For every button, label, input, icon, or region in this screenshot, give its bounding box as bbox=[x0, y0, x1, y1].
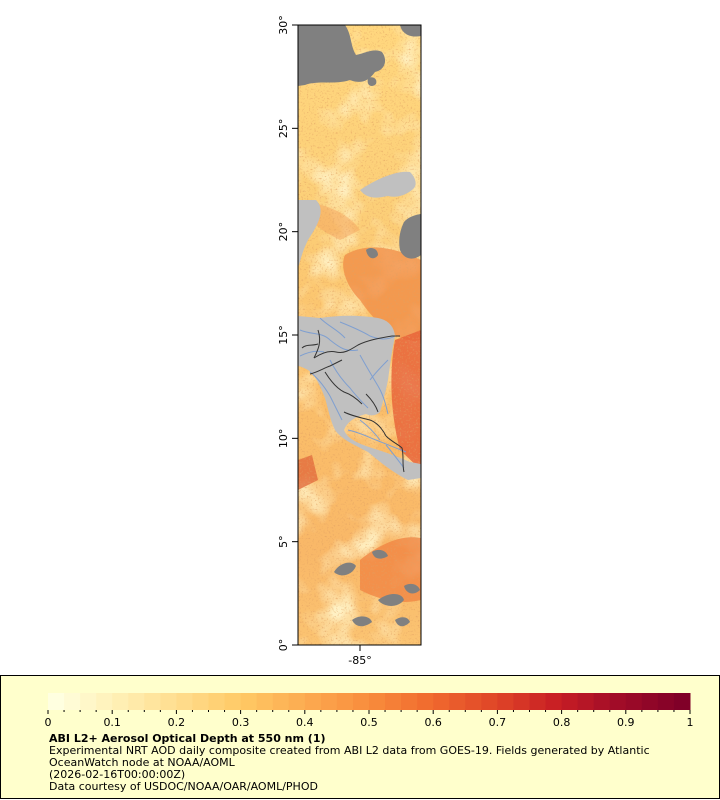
colorbar-cell bbox=[609, 693, 627, 710]
lat-label: 10° bbox=[277, 429, 290, 449]
colorbar-tick-label: 0.1 bbox=[103, 716, 121, 729]
land-mexico-coast bbox=[298, 200, 321, 268]
colorbar-cell bbox=[320, 693, 338, 710]
lon-label: -85° bbox=[348, 654, 371, 667]
latitude-axis: 0° 5° 10° 15° 20° 25° 30° bbox=[277, 15, 298, 651]
colorbar-cell bbox=[401, 693, 418, 710]
colorbar-tick-label: 0.4 bbox=[296, 716, 314, 729]
legend-timestamp: (2026-02-16T00:00:00Z) bbox=[49, 768, 186, 781]
colorbar: 0 0.1 0.2 0.3 0.4 0.5 0.6 0.7 0.8 0.9 1 bbox=[45, 693, 694, 729]
lat-label: 15° bbox=[277, 325, 290, 345]
colorbar-cell bbox=[417, 693, 434, 710]
legend-title: ABI L2+ Aerosol Optical Depth at 550 nm … bbox=[49, 732, 326, 745]
longitude-axis: -85° bbox=[348, 645, 372, 667]
colorbar-cell bbox=[128, 693, 145, 710]
land-central-america bbox=[298, 315, 421, 480]
colorbar-cell bbox=[481, 693, 498, 710]
colorbar-cell bbox=[288, 693, 306, 710]
colorbar-tick-label: 0 bbox=[45, 716, 52, 729]
colorbar-cell bbox=[352, 693, 370, 710]
colorbar-tick-label: 0.2 bbox=[168, 716, 186, 729]
colorbar-cell bbox=[529, 693, 547, 710]
colorbar-cell bbox=[513, 693, 530, 710]
colorbar-cell bbox=[561, 693, 579, 710]
legend-panel: 0 0.1 0.2 0.3 0.4 0.5 0.6 0.7 0.8 0.9 1 ABI L2+ Ae… bbox=[0, 675, 720, 799]
legend-description: Experimental NRT AOD daily composite cre… bbox=[49, 744, 650, 769]
colorbar-cell bbox=[577, 693, 595, 710]
lat-label: 20° bbox=[277, 222, 290, 242]
colorbar-cell bbox=[176, 693, 193, 710]
aod-map: 0° 5° 10° 15° 20° 25° 30° -85° bbox=[277, 15, 422, 667]
rivers bbox=[299, 317, 407, 469]
nodata-region bbox=[298, 25, 386, 86]
colorbar-cell bbox=[272, 693, 290, 710]
colorbar-cell bbox=[80, 693, 97, 710]
lat-label: 25° bbox=[277, 119, 290, 139]
colorbar-cell bbox=[433, 693, 450, 710]
colorbar-cell bbox=[304, 693, 322, 710]
colorbar-cell bbox=[497, 693, 514, 710]
lat-label: 5° bbox=[277, 535, 290, 548]
colorbar-tick-label: 0.5 bbox=[360, 716, 378, 729]
colorbar-tick-label: 0.8 bbox=[553, 716, 571, 729]
colorbar-cell bbox=[112, 693, 129, 710]
colorbar-cell bbox=[192, 693, 209, 710]
colorbar-cell bbox=[144, 693, 161, 710]
colorbar-cell bbox=[336, 693, 354, 710]
colorbar-tick-label: 1 bbox=[687, 716, 694, 729]
colorbar-cell bbox=[465, 693, 482, 710]
colorbar-cell bbox=[64, 693, 81, 710]
colorbar-tick-label: 0.6 bbox=[424, 716, 442, 729]
legend-credit: Data courtesy of USDOC/NOAA/OAR/AOML/PHO… bbox=[49, 780, 318, 793]
colorbar-cell bbox=[545, 693, 563, 710]
colorbar-cell bbox=[96, 693, 113, 710]
colorbar-tick-label: 0.7 bbox=[489, 716, 507, 729]
land-yucatan bbox=[360, 171, 416, 198]
colorbar-cell bbox=[641, 693, 659, 710]
colorbar-cell bbox=[593, 693, 611, 710]
colorbar-tick-label: 0.9 bbox=[617, 716, 635, 729]
colorbar-cell bbox=[369, 693, 386, 710]
colorbar-cell bbox=[256, 693, 274, 710]
colorbar-cell bbox=[449, 693, 466, 710]
colorbar-tick-label: 0.3 bbox=[232, 716, 250, 729]
colorbar-cell bbox=[208, 693, 226, 710]
aod-field bbox=[298, 25, 421, 645]
colorbar-ticks: 0 0.1 0.2 0.3 0.4 0.5 0.6 0.7 0.8 0.9 1 bbox=[45, 710, 694, 729]
country-borders bbox=[301, 329, 405, 473]
colorbar-cell bbox=[385, 693, 402, 710]
colorbar-cells bbox=[48, 693, 691, 710]
lat-label: 0° bbox=[277, 639, 290, 652]
colorbar-cell bbox=[673, 693, 691, 710]
colorbar-cell bbox=[48, 693, 65, 710]
lat-label: 30° bbox=[277, 15, 290, 35]
colorbar-cell bbox=[224, 693, 242, 710]
colorbar-cell bbox=[625, 693, 643, 710]
colorbar-cell bbox=[240, 693, 258, 710]
colorbar-cell bbox=[160, 693, 177, 710]
colorbar-cell bbox=[657, 693, 675, 710]
